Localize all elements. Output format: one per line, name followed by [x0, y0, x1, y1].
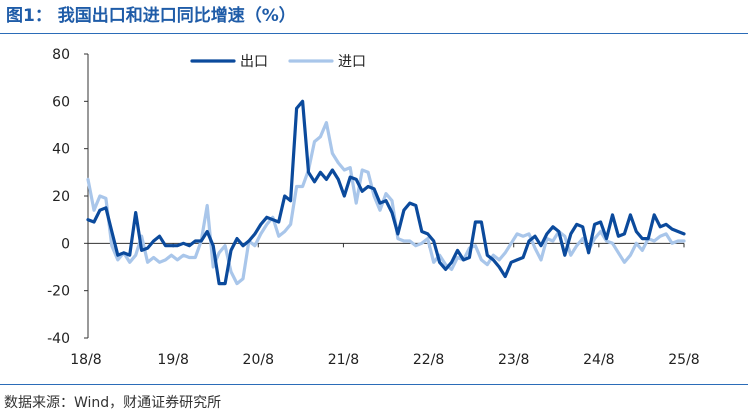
legend-label-import: 进口 — [338, 54, 366, 70]
chart-series — [86, 99, 686, 286]
x-tick-label: 19/8 — [157, 352, 188, 368]
x-tick-label: 24/8 — [583, 352, 614, 368]
legend-label-export: 出口 — [240, 54, 268, 70]
figure-title: 图1： 我国出口和进口同比增速（%） — [6, 6, 296, 26]
series-line-export — [86, 99, 686, 286]
data-source-note: 数据来源：Wind，财通证券研究所 — [4, 395, 222, 411]
y-tick-label: -20 — [47, 284, 70, 300]
chart-legend: 出口 进口 — [190, 54, 366, 70]
y-tick-label: 20 — [52, 189, 70, 205]
y-tick-label: 0 — [61, 236, 70, 252]
x-tick-label: 25/8 — [668, 352, 699, 368]
bottom-divider — [0, 384, 748, 385]
x-tick-label: 21/8 — [328, 352, 359, 368]
x-tick-label: 20/8 — [243, 352, 274, 368]
top-divider — [0, 33, 748, 34]
x-tick-label: 18/8 — [70, 352, 101, 368]
y-tick-label: 40 — [52, 142, 70, 158]
x-tick-label: 23/8 — [498, 352, 529, 368]
y-tick-label: -40 — [47, 331, 70, 347]
y-tick-label: 80 — [52, 47, 70, 63]
y-tick-label: 60 — [52, 94, 70, 110]
x-tick-label: 22/8 — [413, 352, 444, 368]
